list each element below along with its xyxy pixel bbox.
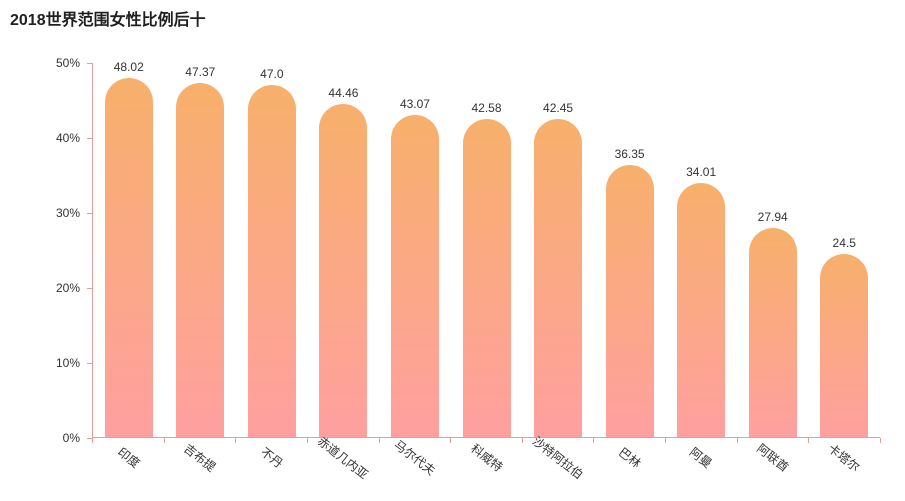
bar-value-label: 34.01 (686, 164, 717, 179)
x-axis-label: 沙特阿拉伯 (529, 433, 586, 482)
bar-value-label: 24.5 (832, 235, 856, 250)
bar: 43.07 (390, 97, 439, 437)
x-axis-tick (306, 438, 308, 443)
bar-slot: 27.94 阿联酋 (737, 63, 809, 474)
bar-slot: 34.01 阿曼 (665, 63, 737, 471)
bar: 27.94 (748, 210, 797, 437)
bar-value-label: 48.02 (113, 59, 144, 74)
bar: 48.02 (104, 60, 153, 437)
bar-slot: 47.37 吉布提 (165, 63, 237, 474)
x-axis-tick (808, 438, 810, 443)
y-axis-tick-label: 30% (55, 206, 80, 220)
x-axis-label: 科威特 (467, 441, 505, 475)
x-axis-tick (235, 438, 237, 443)
x-axis-label: 巴林 (615, 444, 644, 471)
bar-slot: 24.5 卡塔尔 (808, 63, 880, 474)
y-axis-tick-label: 50% (55, 56, 80, 70)
bar-slot: 44.46 赤道几内亚 (308, 63, 380, 481)
bar: 42.45 (534, 101, 583, 437)
bar: 24.5 (820, 236, 869, 437)
y-axis: 0% 10% 20% 30% 40% 50% (0, 56, 84, 445)
y-axis-tick (87, 138, 92, 139)
y-axis-tick-label: 0% (62, 431, 80, 445)
x-axis-tick (92, 438, 93, 443)
bar-slot: 48.02 印度 (93, 60, 165, 471)
x-axis-label: 印度 (114, 444, 143, 471)
x-axis-tick (593, 438, 595, 443)
plot-area: 48.02 印度 47.37 吉布提 47.0 不丹 44.46 赤道几内亚 43.07 马尔代夫… (92, 60, 880, 482)
bar: 42.58 (462, 101, 511, 437)
bar: 47.0 (247, 67, 296, 437)
y-axis-tick (87, 288, 92, 289)
y-axis-tick-label: 10% (55, 356, 80, 370)
x-axis-tick (450, 438, 452, 443)
x-axis-tick (378, 438, 380, 443)
bar: 34.01 (677, 165, 726, 437)
bar-slot: 36.35 巴林 (594, 63, 666, 471)
bar-value-label: 43.07 (399, 96, 430, 111)
x-axis-label: 马尔代夫 (391, 437, 438, 479)
chart-title: 2018世界范围女性比例后十 (10, 12, 206, 29)
bar-slot: 47.0 不丹 (236, 63, 308, 471)
x-axis-label: 阿曼 (687, 444, 715, 471)
bar-value-label: 47.37 (185, 64, 216, 79)
bar-value-label: 47.0 (260, 67, 284, 82)
bar-value-label: 42.58 (471, 100, 502, 115)
y-axis-tick (87, 63, 92, 64)
x-axis-label: 阿联酋 (753, 441, 791, 475)
bar-value-label: 27.94 (757, 210, 788, 225)
y-axis-tick-label: 40% (55, 131, 80, 145)
x-axis-tick (665, 438, 667, 443)
bar-slot: 43.07 马尔代夫 (379, 63, 451, 478)
x-axis-label: 赤道几内亚 (315, 433, 372, 482)
bar: 47.37 (176, 65, 225, 437)
x-axis-tick (521, 438, 523, 443)
bar-value-label: 36.35 (614, 147, 645, 162)
x-axis-label: 卡塔尔 (825, 441, 863, 475)
y-axis-tick (87, 213, 92, 214)
y-axis-tick (87, 438, 92, 439)
x-axis-label: 吉布提 (181, 441, 219, 475)
x-axis-tick (163, 438, 165, 443)
bar: 36.35 (605, 147, 654, 437)
x-axis-tick (736, 438, 738, 443)
y-axis-tick (87, 363, 92, 364)
bar-value-label: 44.46 (328, 86, 359, 101)
x-axis-tick (880, 438, 881, 443)
bar-slot: 42.45 沙特阿拉伯 (522, 63, 594, 481)
x-axis-label: 不丹 (257, 444, 286, 471)
bar-value-label: 42.45 (543, 101, 574, 116)
bar-slot: 42.58 科威特 (451, 63, 523, 474)
bar: 44.46 (319, 86, 368, 437)
y-axis-tick-label: 20% (55, 281, 80, 295)
